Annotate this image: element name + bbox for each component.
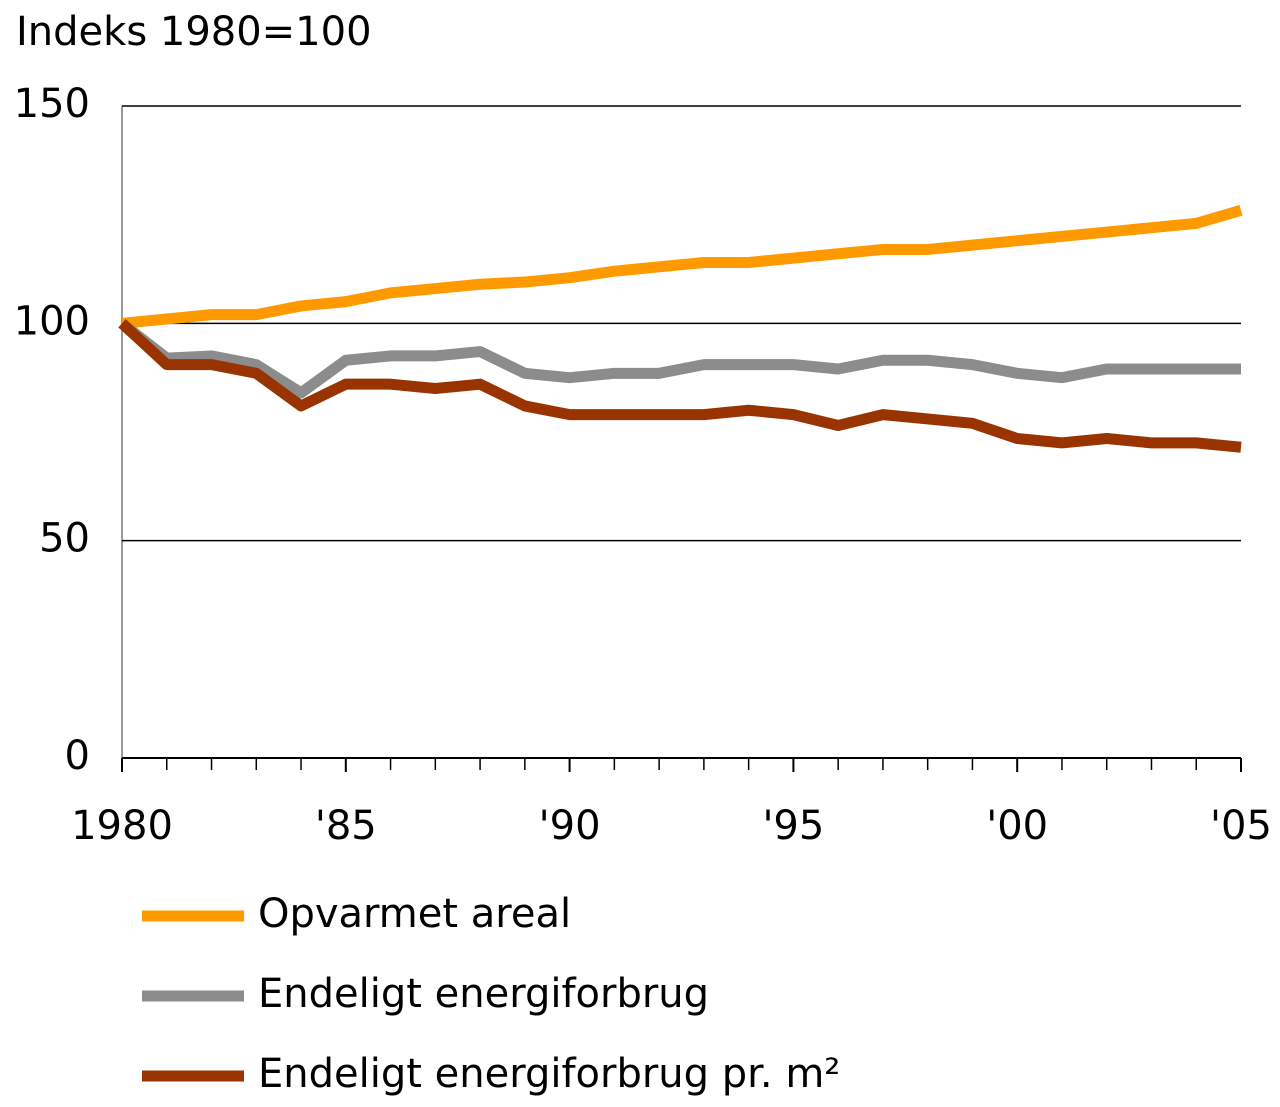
legend-label: Endeligt energiforbrug pr. m²: [258, 1051, 840, 1097]
data-line: [118, 318, 1241, 399]
y-axis-title: Indeks 1980=100: [16, 9, 372, 55]
x-tick-label: '90: [539, 803, 601, 849]
data-line: [121, 205, 1243, 329]
legend-label: Opvarmet areal: [258, 891, 571, 937]
y-tick-label: 100: [14, 298, 90, 344]
x-tick-label: '95: [762, 803, 824, 849]
y-tick-label: 0: [65, 733, 90, 779]
y-tick-label: 50: [39, 516, 90, 562]
x-tick-label: '05: [1210, 803, 1272, 849]
x-tick-label: '00: [986, 803, 1048, 849]
x-tick-label: 1980: [71, 803, 173, 849]
y-tick-label: 150: [14, 81, 90, 127]
x-tick-label: '85: [315, 803, 377, 849]
data-line: [118, 319, 1242, 453]
legend-label: Endeligt energiforbrug: [258, 971, 709, 1017]
